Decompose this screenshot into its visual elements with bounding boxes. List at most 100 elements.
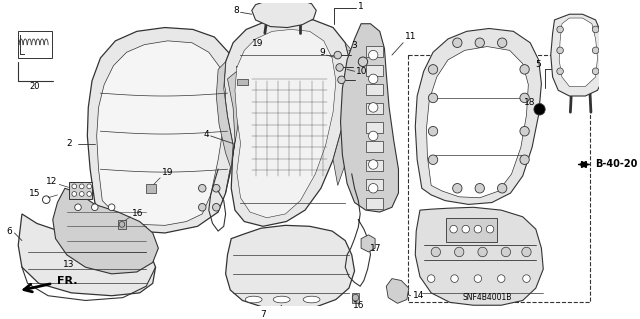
- Polygon shape: [87, 27, 239, 233]
- Circle shape: [428, 93, 438, 103]
- Bar: [366, 65, 383, 76]
- Circle shape: [557, 47, 563, 54]
- Circle shape: [198, 204, 206, 211]
- Text: 7: 7: [260, 310, 266, 319]
- Text: 6: 6: [7, 226, 13, 235]
- Circle shape: [474, 225, 482, 233]
- Text: 12: 12: [46, 177, 58, 186]
- Polygon shape: [361, 235, 375, 252]
- Circle shape: [369, 183, 378, 193]
- Polygon shape: [18, 214, 156, 296]
- Text: 15: 15: [29, 189, 40, 197]
- Circle shape: [520, 155, 529, 165]
- Circle shape: [497, 275, 505, 282]
- Polygon shape: [340, 24, 399, 212]
- Polygon shape: [252, 0, 316, 27]
- Text: 5: 5: [536, 60, 541, 69]
- Text: 14: 14: [412, 291, 424, 300]
- Circle shape: [428, 65, 438, 74]
- Circle shape: [593, 47, 599, 54]
- Polygon shape: [551, 14, 604, 96]
- Text: B-40-20: B-40-20: [596, 160, 638, 169]
- Polygon shape: [415, 28, 541, 204]
- Polygon shape: [426, 47, 529, 198]
- Circle shape: [497, 183, 507, 193]
- Polygon shape: [118, 220, 125, 229]
- Circle shape: [454, 247, 464, 257]
- Circle shape: [369, 74, 378, 84]
- Polygon shape: [226, 71, 239, 193]
- Circle shape: [428, 126, 438, 136]
- Bar: [366, 179, 383, 190]
- Text: 13: 13: [63, 260, 74, 269]
- Text: 4: 4: [203, 130, 209, 138]
- Polygon shape: [559, 18, 598, 86]
- Text: 8: 8: [233, 6, 239, 15]
- Bar: [366, 198, 383, 209]
- Circle shape: [198, 184, 206, 192]
- Polygon shape: [97, 41, 226, 225]
- Circle shape: [212, 184, 220, 192]
- Circle shape: [212, 204, 220, 211]
- Circle shape: [523, 275, 530, 282]
- Circle shape: [557, 26, 563, 33]
- Circle shape: [108, 204, 115, 211]
- Polygon shape: [387, 278, 409, 303]
- Circle shape: [452, 183, 462, 193]
- Circle shape: [534, 104, 545, 115]
- Text: SNF4B4001B: SNF4B4001B: [463, 293, 512, 302]
- Circle shape: [520, 65, 529, 74]
- Polygon shape: [226, 225, 355, 309]
- Circle shape: [452, 38, 462, 48]
- Circle shape: [462, 225, 470, 233]
- Circle shape: [486, 225, 494, 233]
- Text: 9: 9: [319, 48, 324, 57]
- Circle shape: [522, 247, 531, 257]
- Circle shape: [557, 68, 563, 75]
- Circle shape: [75, 204, 81, 211]
- Circle shape: [475, 38, 484, 48]
- Ellipse shape: [245, 296, 262, 303]
- Bar: [68, 182, 92, 199]
- Circle shape: [478, 247, 487, 257]
- Circle shape: [520, 126, 529, 136]
- Circle shape: [520, 93, 529, 103]
- Text: 10: 10: [356, 67, 368, 76]
- Circle shape: [593, 68, 599, 75]
- Polygon shape: [52, 188, 158, 274]
- Polygon shape: [333, 43, 356, 185]
- Polygon shape: [352, 293, 359, 303]
- Circle shape: [92, 204, 98, 211]
- Text: 20: 20: [30, 82, 40, 91]
- Circle shape: [369, 50, 378, 60]
- Bar: [366, 84, 383, 95]
- Polygon shape: [216, 62, 233, 169]
- Circle shape: [334, 51, 342, 59]
- Text: 17: 17: [371, 244, 382, 253]
- Bar: [366, 46, 383, 57]
- Circle shape: [87, 192, 92, 196]
- Bar: [366, 141, 383, 152]
- Circle shape: [369, 160, 378, 169]
- Text: 19: 19: [252, 39, 263, 48]
- Text: 3: 3: [351, 41, 356, 50]
- Circle shape: [338, 76, 345, 84]
- Polygon shape: [237, 79, 248, 85]
- Circle shape: [369, 131, 378, 141]
- Circle shape: [501, 247, 511, 257]
- Circle shape: [450, 225, 458, 233]
- Polygon shape: [224, 19, 351, 226]
- Circle shape: [451, 275, 458, 282]
- Polygon shape: [415, 207, 543, 305]
- Circle shape: [428, 155, 438, 165]
- Text: 11: 11: [405, 32, 417, 41]
- Circle shape: [79, 184, 84, 189]
- Bar: [366, 103, 383, 114]
- Circle shape: [369, 103, 378, 112]
- Circle shape: [474, 275, 482, 282]
- Text: 19: 19: [162, 167, 173, 177]
- Text: 16: 16: [353, 301, 364, 310]
- Bar: [408, 55, 590, 302]
- Polygon shape: [235, 29, 336, 218]
- Bar: [18, 31, 52, 58]
